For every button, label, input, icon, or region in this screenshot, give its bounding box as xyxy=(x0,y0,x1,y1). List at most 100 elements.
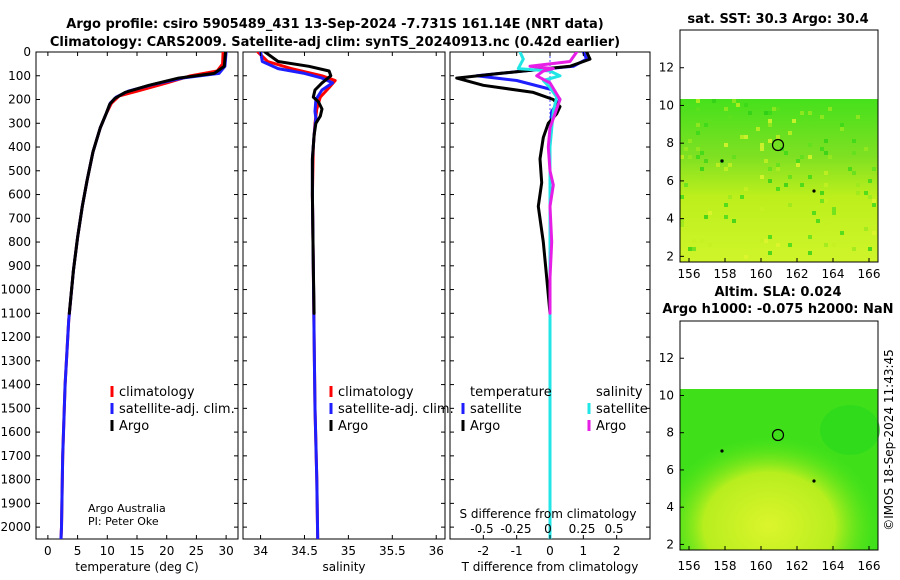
sst-pixel xyxy=(832,243,836,247)
s-tick-label: -0.5 xyxy=(470,522,493,536)
depth-tick-label: 300 xyxy=(8,116,31,130)
x-tick-label: 35 xyxy=(341,544,356,558)
x-tick-label: 25 xyxy=(189,544,204,558)
salinity-legend: climatology satellite-adj. clim. Argo xyxy=(329,385,454,434)
sst-pixel xyxy=(768,123,772,127)
sst-pixel xyxy=(864,191,868,195)
depth-tick-marks xyxy=(36,51,650,528)
legend-argo-label: Argo xyxy=(119,419,149,434)
depth-tick-label: 500 xyxy=(8,164,31,178)
sst-pixel xyxy=(840,123,844,127)
sst-pixel xyxy=(868,179,872,183)
sst-map-x-ticks: 156 158 160 162 164 166 xyxy=(678,258,881,281)
s-tick-label: 0.5 xyxy=(604,522,623,536)
map-y-tick-label: 2 xyxy=(666,537,674,551)
sst-pixel xyxy=(776,163,780,167)
sst-pixel xyxy=(824,183,828,187)
sst-pixel xyxy=(868,247,872,251)
sst-pixel xyxy=(824,243,828,247)
depth-tick-label: 600 xyxy=(8,188,31,202)
sst-pixel xyxy=(872,203,876,207)
sst-pixel xyxy=(732,99,736,103)
depth-tick-label: 900 xyxy=(8,259,31,273)
map-y-tick-label: 8 xyxy=(666,426,674,440)
x-tick-label: 35.5 xyxy=(379,544,406,558)
map-y-tick-label: 4 xyxy=(666,500,674,514)
sst-pixel xyxy=(680,195,684,199)
sst-pixel xyxy=(856,191,860,195)
depth-tick-label: 1800 xyxy=(0,473,31,487)
map-x-tick-label: 164 xyxy=(822,559,845,573)
sst-pixel xyxy=(872,231,876,235)
map-x-tick-label: 162 xyxy=(786,267,809,281)
sst-pixel xyxy=(788,131,792,135)
x-tick-label: 36 xyxy=(429,544,444,558)
depth-tick-label: 1400 xyxy=(0,378,31,392)
sst-pixel xyxy=(808,235,812,239)
series-line-climatology xyxy=(256,52,337,539)
sst-pixel xyxy=(696,123,700,127)
sst-pixel xyxy=(688,139,692,143)
sst-pixel xyxy=(824,199,828,203)
temperature-profiles xyxy=(59,52,228,539)
sla-map-y-ticks: 2 4 6 8 10 12 xyxy=(659,351,684,551)
sla-map-x-ticks: 156 158 160 162 164 166 xyxy=(678,546,880,573)
depth-tick-label: 1300 xyxy=(0,354,31,368)
map-x-tick-label: 160 xyxy=(750,559,773,573)
sst-pixel xyxy=(684,183,688,187)
sst-pixel xyxy=(732,155,736,159)
series-line-temperature-argo xyxy=(455,52,592,315)
sst-pixel xyxy=(744,187,748,191)
map-x-tick-label: 156 xyxy=(678,267,701,281)
sst-pixel xyxy=(808,143,812,147)
series-line-climatology xyxy=(59,52,225,539)
sst-pixel xyxy=(864,227,868,231)
depth-tick-label: 200 xyxy=(8,93,31,107)
sst-pixel xyxy=(728,163,732,167)
sst-pixel xyxy=(840,127,844,131)
credit-line1: Argo Australia xyxy=(88,502,166,515)
sst-pixel xyxy=(820,199,824,203)
legend-satellite-label: satellite-adj. clim. xyxy=(119,402,235,417)
map-x-tick-label: 162 xyxy=(786,559,809,573)
depth-tick-label: 800 xyxy=(8,235,31,249)
map-y-tick-label: 4 xyxy=(666,212,674,226)
depth-tick-label: 1600 xyxy=(0,425,31,439)
sst-pixel xyxy=(768,111,772,115)
timestamp-label: ©IMOS 18-Sep-2024 11:43:45 xyxy=(882,349,896,531)
map-x-tick-label: 166 xyxy=(858,267,881,281)
sst-pixel xyxy=(868,195,872,199)
sst-pixel xyxy=(792,119,796,123)
sst-map-field xyxy=(680,99,878,262)
sst-pixel xyxy=(700,239,704,243)
x-tick-label: 15 xyxy=(129,544,144,558)
series-line-satellite-adj-clim- xyxy=(59,52,228,539)
sst-pixel xyxy=(852,247,856,251)
sla-map-frame xyxy=(679,320,879,551)
sst-pixel xyxy=(776,167,780,171)
temperature-legend: climatology satellite-adj. clim. Argo xyxy=(110,385,235,434)
map-y-tick-label: 10 xyxy=(659,388,674,402)
depth-tick-label: 700 xyxy=(8,211,31,225)
sst-pixel xyxy=(692,247,696,251)
x-tick-label: -2 xyxy=(477,544,489,558)
sst-pixel xyxy=(680,223,684,227)
sst-pixel xyxy=(856,115,860,119)
map-y-tick-label: 12 xyxy=(659,351,674,365)
float-dot xyxy=(720,449,724,453)
sst-pixel xyxy=(680,219,684,223)
sst-pixel xyxy=(784,151,788,155)
map-y-tick-label: 6 xyxy=(666,463,674,477)
sst-pixel xyxy=(724,203,728,207)
sst-pixel xyxy=(704,159,708,163)
sst-pixel xyxy=(788,203,792,207)
sst-pixel xyxy=(700,167,704,171)
sst-pixel xyxy=(700,175,704,179)
sst-pixel xyxy=(760,239,764,243)
x-tick-label: 0 xyxy=(44,544,52,558)
sst-pixel xyxy=(688,247,692,251)
x-tick-label: 2 xyxy=(613,544,621,558)
series-line-argo xyxy=(263,52,333,315)
sst-pixel xyxy=(788,175,792,179)
sst-pixel xyxy=(696,155,700,159)
